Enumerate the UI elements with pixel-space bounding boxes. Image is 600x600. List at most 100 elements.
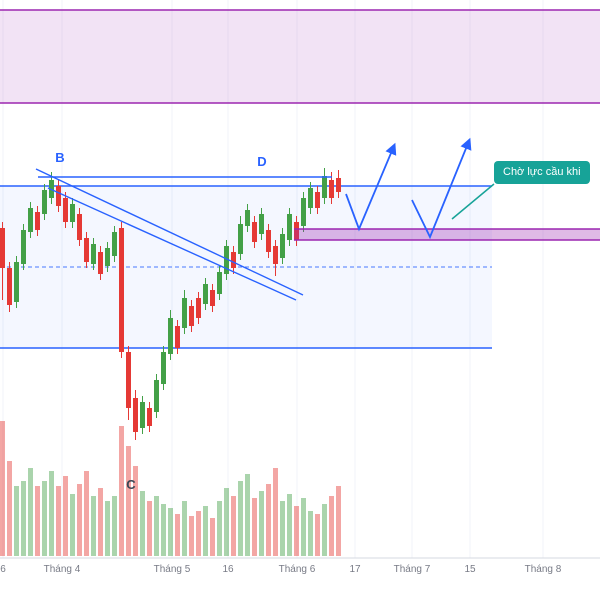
volume-bar xyxy=(0,421,5,556)
volume-bar xyxy=(231,496,236,556)
pattern-label-d: D xyxy=(257,154,266,169)
candle-body xyxy=(105,248,110,266)
volume-bar xyxy=(112,496,117,556)
candle-body xyxy=(175,326,180,348)
volume-bar xyxy=(259,491,264,556)
volume-bar xyxy=(294,506,299,556)
volume-bar xyxy=(140,491,145,556)
candle-body xyxy=(0,228,5,268)
candle-body xyxy=(273,246,278,264)
volume-bar xyxy=(322,504,327,556)
volume-bar xyxy=(105,501,110,556)
candle-body xyxy=(70,204,75,222)
time-axis-label: Tháng 7 xyxy=(394,564,431,575)
volume-bar xyxy=(56,486,61,556)
candle-body xyxy=(301,198,306,226)
volume-bar xyxy=(119,426,124,556)
volume-bar xyxy=(7,461,12,556)
up-arrow-2[interactable] xyxy=(411,137,472,240)
time-axis-label: 16 xyxy=(222,564,234,575)
candle-body xyxy=(14,262,19,302)
note-callout[interactable]: Chờ lực cầu khi xyxy=(494,161,590,184)
candle-body xyxy=(28,208,33,232)
time-axis-label: 15 xyxy=(464,564,476,575)
volume-bar xyxy=(245,474,250,556)
candle-body xyxy=(217,272,222,294)
volume-bar xyxy=(196,511,201,556)
note-callout-text: Chờ lực cầu khi xyxy=(503,166,581,178)
up-arrow-1[interactable] xyxy=(345,142,397,232)
volume-bar xyxy=(84,471,89,556)
candle-body xyxy=(77,214,82,240)
candle-body xyxy=(238,224,243,254)
candle-body xyxy=(210,290,215,306)
candle-body xyxy=(91,244,96,264)
candle-body xyxy=(266,230,271,252)
pattern-label-b: B xyxy=(55,150,64,165)
top-resistance-zone[interactable] xyxy=(0,10,600,103)
candle-body xyxy=(322,176,327,198)
demand-zone[interactable] xyxy=(294,229,600,240)
volume-bar xyxy=(70,494,75,556)
volume-bar xyxy=(63,476,68,556)
volume-bar xyxy=(49,471,54,556)
volume-bar xyxy=(35,486,40,556)
volume-bar xyxy=(315,514,320,556)
volume-bar xyxy=(252,498,257,556)
candle-body xyxy=(252,222,257,242)
volume-bar xyxy=(203,506,208,556)
time-axis-label: Tháng 6 xyxy=(279,564,316,575)
candle-body xyxy=(294,222,299,240)
volume-bar xyxy=(336,486,341,556)
candle-body xyxy=(224,246,229,274)
volume-bar xyxy=(168,508,173,556)
volume-bar xyxy=(133,466,138,556)
volume-bar xyxy=(21,481,26,556)
volume-bar xyxy=(161,504,166,556)
time-axis-label: Tháng 5 xyxy=(154,564,191,575)
candle-body xyxy=(84,238,89,262)
candle-body xyxy=(42,190,47,214)
volume-bar xyxy=(329,496,334,556)
volume-bar xyxy=(217,501,222,556)
candle-body xyxy=(35,212,40,230)
candle-body xyxy=(231,252,236,268)
candle-body xyxy=(280,234,285,258)
candle-body xyxy=(315,192,320,208)
descending-trendline-1[interactable] xyxy=(35,168,304,296)
candle-body xyxy=(329,180,334,198)
volume-bar xyxy=(266,484,271,556)
volume-bar xyxy=(308,511,313,556)
candle-body xyxy=(56,186,61,206)
volume-bar xyxy=(189,516,194,556)
callout-pointer-line[interactable] xyxy=(451,183,495,220)
candle-body xyxy=(133,398,138,432)
candle-body xyxy=(203,284,208,304)
volume-bar xyxy=(273,468,278,556)
candle-body xyxy=(63,198,68,222)
candle-body xyxy=(7,268,12,305)
candle-body xyxy=(189,306,194,326)
candle-body xyxy=(161,352,166,384)
volume-bar xyxy=(287,494,292,556)
candle-body xyxy=(119,228,124,352)
candle-body xyxy=(140,402,145,428)
volume-bar xyxy=(280,501,285,556)
volume-bar xyxy=(224,488,229,556)
volume-bar xyxy=(182,501,187,556)
candle-body xyxy=(21,230,26,264)
candle-body xyxy=(126,352,131,408)
candle-body xyxy=(182,298,187,328)
volume-bar xyxy=(42,481,47,556)
candle-body xyxy=(336,178,341,192)
volume-bar xyxy=(238,481,243,556)
candle-body xyxy=(245,210,250,226)
candle-body xyxy=(287,214,292,240)
descending-trendline-2[interactable] xyxy=(47,187,297,301)
time-axis-label: 17 xyxy=(349,564,361,575)
candle-body xyxy=(154,380,159,412)
pattern-label-c: C xyxy=(126,477,136,492)
volume-bar xyxy=(301,498,306,556)
